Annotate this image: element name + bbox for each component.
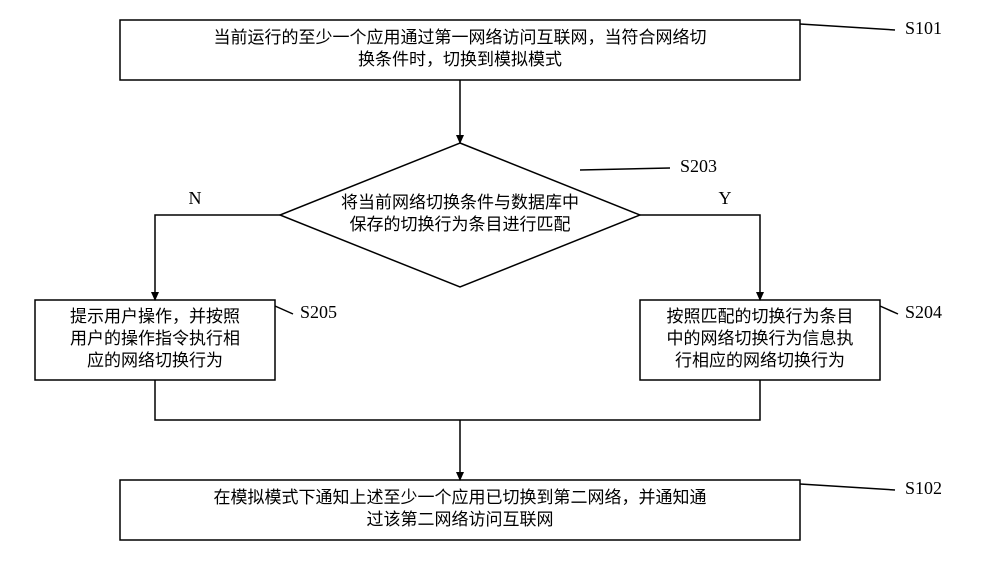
node-s102: 在模拟模式下通知上述至少一个应用已切换到第二网络，并通知通过该第二网络访问互联网: [120, 480, 800, 540]
step-label: S102: [905, 478, 942, 498]
node-text: 应的网络切换行为: [87, 351, 223, 370]
node-text: 在模拟模式下通知上述至少一个应用已切换到第二网络，并通知通: [214, 488, 707, 507]
node-s204: 按照匹配的切换行为条目中的网络切换行为信息执行相应的网络切换行为: [640, 300, 880, 380]
edges-layer: [155, 80, 760, 480]
node-text: 当前运行的至少一个应用通过第一网络访问互联网，当符合网络切: [214, 28, 707, 47]
step-label: S203: [680, 156, 717, 176]
node-text: 将当前网络切换条件与数据库中: [341, 193, 579, 212]
node-text: 行相应的网络切换行为: [675, 351, 845, 370]
node-s203: 将当前网络切换条件与数据库中保存的切换行为条目进行匹配: [280, 143, 640, 287]
edge: [155, 215, 280, 300]
leader-line: [880, 306, 898, 314]
node-text: 按照匹配的切换行为条目: [667, 307, 854, 326]
leader-line: [800, 24, 895, 30]
leader-line: [275, 306, 293, 314]
node-text: 保存的切换行为条目进行匹配: [350, 215, 571, 234]
leader-line: [800, 484, 895, 490]
step-label: S101: [905, 18, 942, 38]
node-text: 用户的操作指令执行相: [70, 329, 240, 348]
node-text: 提示用户操作，并按照: [70, 307, 240, 326]
node-text: 换条件时，切换到模拟模式: [358, 50, 562, 69]
edge: [640, 215, 760, 300]
leader-line: [580, 168, 670, 170]
node-s101: 当前运行的至少一个应用通过第一网络访问互联网，当符合网络切换条件时，切换到模拟模…: [120, 20, 800, 80]
node-text: 中的网络切换行为信息执: [667, 329, 854, 348]
step-label: S205: [300, 302, 337, 322]
branch-label: Y: [719, 188, 732, 208]
branch-label: N: [189, 188, 202, 208]
nodes-layer: 当前运行的至少一个应用通过第一网络访问互联网，当符合网络切换条件时，切换到模拟模…: [35, 20, 880, 540]
edge: [155, 380, 460, 420]
edge: [460, 380, 760, 420]
node-text: 过该第二网络访问互联网: [367, 510, 554, 529]
flowchart-canvas: 当前运行的至少一个应用通过第一网络访问互联网，当符合网络切换条件时，切换到模拟模…: [0, 0, 1000, 575]
node-s205: 提示用户操作，并按照用户的操作指令执行相应的网络切换行为: [35, 300, 275, 380]
labels-layer: S101 S203 S205 S204 S102 N Y: [189, 18, 943, 498]
step-label: S204: [905, 302, 942, 322]
